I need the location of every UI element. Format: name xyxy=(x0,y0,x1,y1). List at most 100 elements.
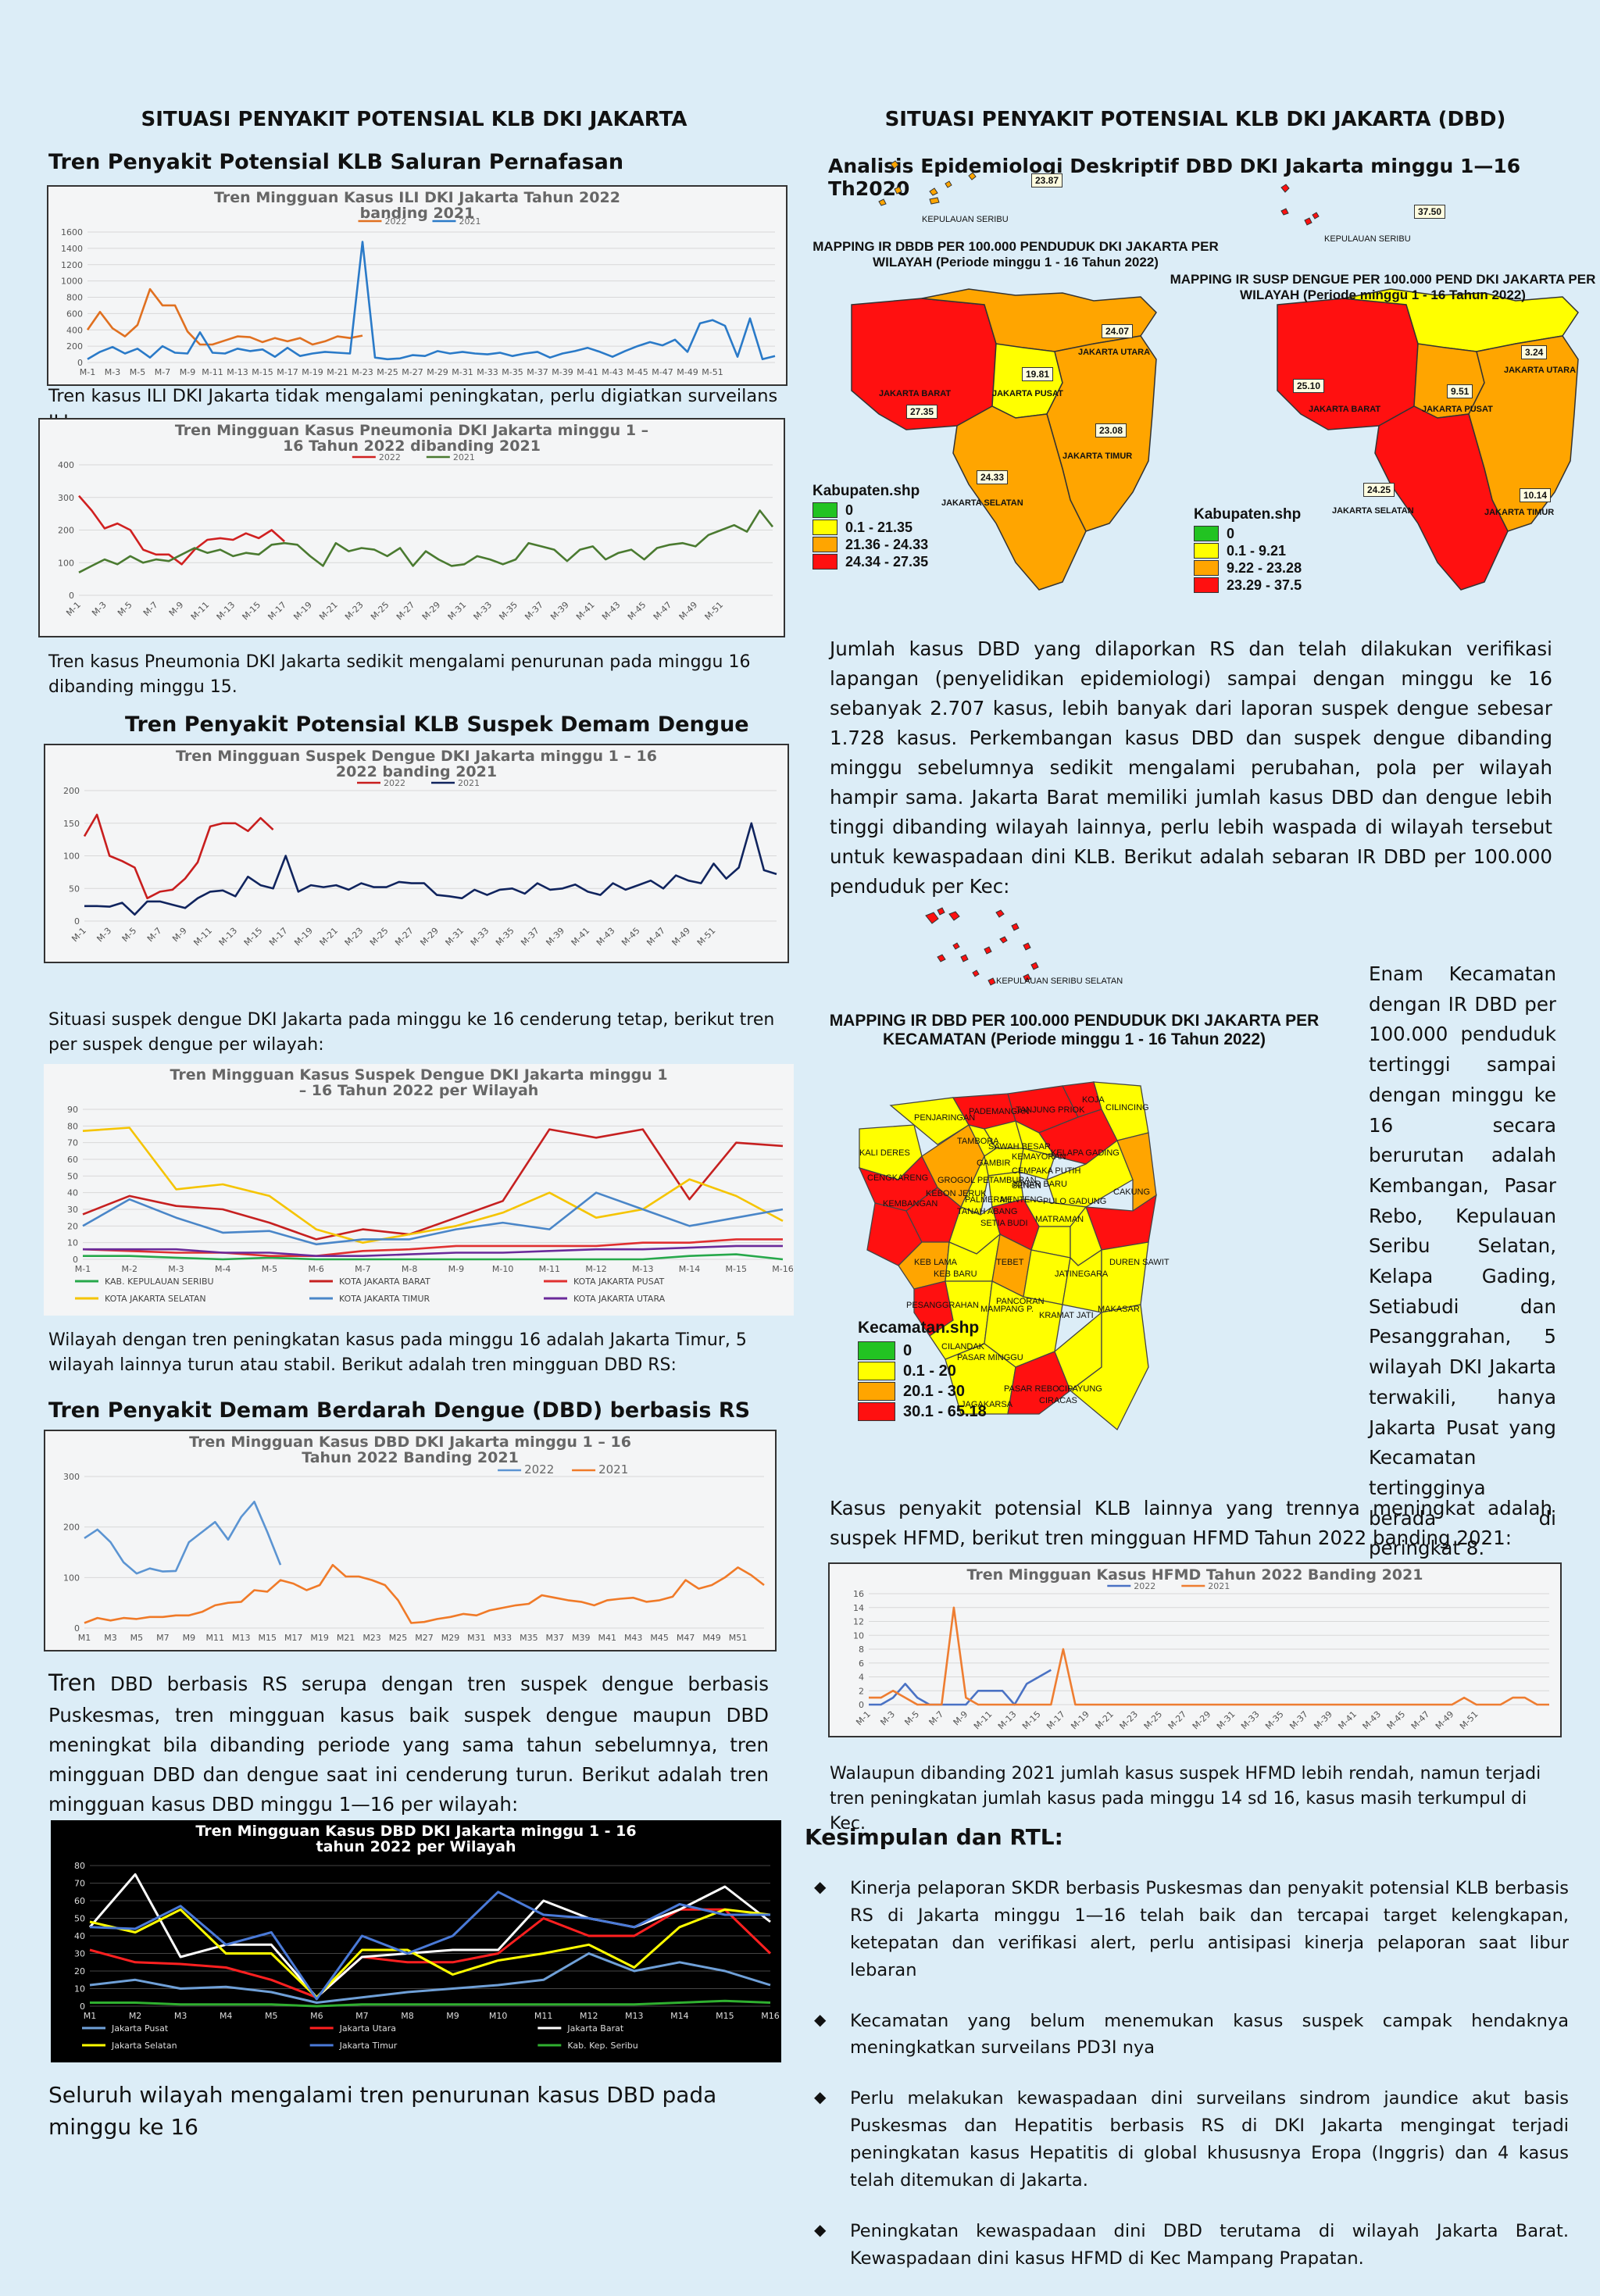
y-tick-label: 40 xyxy=(67,1188,78,1198)
chart-svg: Tren Mingguan Kasus HFMD Tahun 2022 Band… xyxy=(853,1566,1549,1732)
legend-swatch-yellow xyxy=(812,520,838,535)
x-tick-label: M-25 xyxy=(377,367,398,377)
x-tick-label: M23 xyxy=(362,1633,381,1643)
x-tick-label: M-12 xyxy=(585,1264,606,1274)
kecamatan-label: PANCORAN xyxy=(996,1297,1045,1306)
legend-swatch-green xyxy=(1194,526,1219,541)
x-tick-label: M51 xyxy=(729,1633,748,1643)
map1-barat-value: 27.35 xyxy=(906,405,938,419)
y-tick-label: 0 xyxy=(859,1700,864,1710)
legend-label: 2022 xyxy=(384,778,405,788)
series-line xyxy=(78,509,774,573)
kecamatan-label: DUREN SAWIT xyxy=(1109,1258,1170,1267)
y-tick-label: 200 xyxy=(63,1523,80,1533)
kecamatan-label: TAMBORA xyxy=(957,1137,999,1146)
x-tick-label: M-33 xyxy=(469,926,491,948)
map1-timur-value: 23.08 xyxy=(1095,423,1127,437)
x-tick-label: M-49 xyxy=(677,600,700,623)
x-tick-label: M-1 xyxy=(80,367,95,377)
series-line xyxy=(87,241,776,361)
chart-svg: Tren Mingguan Kasus Suspek Dengue DKI Ja… xyxy=(67,1066,794,1304)
map2-pusat-value: 9.51 xyxy=(1447,384,1473,398)
x-tick-label: M-21 xyxy=(318,926,341,948)
x-tick-label: M-17 xyxy=(277,367,298,377)
kecamatan-label: SENEN xyxy=(1012,1181,1041,1191)
x-tick-label: M8 xyxy=(401,2011,414,2021)
x-tick-label: M-19 xyxy=(302,367,323,377)
legend-swatch-orange xyxy=(1194,560,1219,576)
x-tick-label: M19 xyxy=(310,1633,329,1643)
x-tick-label: M-43 xyxy=(1361,1709,1384,1732)
epi-section-title: Analisis Epidemiologi Deskriptif DBD DKI… xyxy=(828,155,1521,200)
series-line xyxy=(90,1999,771,2008)
y-tick-label: 200 xyxy=(58,526,74,536)
x-tick-label: M-13 xyxy=(996,1709,1019,1732)
x-tick-label: M-51 xyxy=(1458,1709,1480,1732)
x-tick-label: M-9 xyxy=(170,926,189,944)
y-tick-label: 50 xyxy=(67,1171,78,1181)
map1-title: MAPPING IR DBDB PER 100.000 PENDUDUK DKI… xyxy=(812,239,1219,270)
series-line xyxy=(82,1191,784,1246)
x-tick-label: M1 xyxy=(84,2011,97,2021)
dbd-wilayah-chart: Tren Mingguan Kasus DBD DKI Jakarta ming… xyxy=(51,1820,781,2062)
x-tick-label: M43 xyxy=(624,1633,643,1643)
chart-svg: Tren Mingguan Suspek Dengue DKI Jakarta … xyxy=(63,748,777,948)
y-tick-label: 400 xyxy=(66,325,83,335)
map1-regions xyxy=(851,288,1157,591)
kecamatan-label: CILANDAK xyxy=(941,1342,985,1352)
map1-islands xyxy=(878,160,977,206)
x-tick-label: M-15 xyxy=(241,600,263,623)
x-tick-label: M-17 xyxy=(267,926,290,948)
x-tick-label: M-21 xyxy=(327,367,348,377)
chart-svg: Tren Mingguan Kasus DBD DKI Jakarta ming… xyxy=(63,1434,765,1643)
x-tick-label: M-10 xyxy=(492,1264,513,1274)
series-line xyxy=(83,1253,784,1261)
y-tick-label: 12 xyxy=(853,1617,864,1627)
x-tick-label: M9 xyxy=(446,2011,459,2021)
x-tick-label: M-5 xyxy=(902,1709,921,1728)
x-tick-label: M-3 xyxy=(90,600,109,619)
map1-legend-3: 24.34 - 27.35 xyxy=(845,553,929,570)
hfmd-note: Walaupun dibanding 2021 jumlah kasus sus… xyxy=(830,1764,1541,1834)
x-tick-label: M15 xyxy=(716,2011,734,2021)
x-tick-label: M-37 xyxy=(519,926,541,948)
x-tick-label: M-21 xyxy=(317,600,340,623)
map2-legend-2: 9.22 - 23.28 xyxy=(1227,559,1302,576)
hfmd-paragraph: Kasus penyakit potensial KLB lainnya yan… xyxy=(830,1497,1552,1549)
x-tick-label: M-15 xyxy=(726,1264,747,1274)
y-tick-label: 20 xyxy=(67,1221,78,1231)
x-tick-label: M-1 xyxy=(70,926,88,944)
pneumonia-chart: Tren Mingguan Kasus Pneumonia DKI Jakart… xyxy=(38,418,785,637)
map2-selatan-name: JAKARTA SELATAN xyxy=(1332,506,1414,516)
dengue-note: Situasi suspek dengue DKI Jakarta pada m… xyxy=(48,1010,775,1055)
x-tick-label: M-33 xyxy=(477,367,498,377)
legend-swatch-yellow xyxy=(858,1362,895,1380)
map2-islands xyxy=(1280,184,1320,226)
kecamatan-label: MAMPANG P. xyxy=(980,1305,1034,1314)
map2-title: MAPPING IR SUSP DENGUE PER 100.000 PEND … xyxy=(1170,272,1596,302)
chart-title-line2: 2022 banding 2021 xyxy=(336,763,497,780)
x-tick-label: M47 xyxy=(677,1633,695,1643)
x-tick-label: M-27 xyxy=(395,600,417,623)
kecamatan-label: PASAR REBO xyxy=(1004,1384,1059,1394)
kecamatan-label: KRAMAT JATI xyxy=(1039,1311,1094,1320)
kecamatan-paragraph: Enam Kecamatan dengan IR DBD per 100.000… xyxy=(1369,962,1556,1560)
x-tick-label: M-41 xyxy=(574,600,597,623)
map2-seribu-label: KEPULAUAN SERIBU xyxy=(1324,234,1411,244)
chart-title: Tren Mingguan Kasus Suspek Dengue DKI Ja… xyxy=(170,1066,667,1084)
x-tick-label: M-51 xyxy=(703,600,726,623)
map3-kecamatan xyxy=(858,1081,1157,1431)
x-tick-label: M-9 xyxy=(180,367,195,377)
x-tick-label: M9 xyxy=(183,1633,196,1643)
legend-swatch-red xyxy=(858,1402,895,1421)
ili-chart: Tren Mingguan Kasus ILI DKI Jakarta Tahu… xyxy=(47,185,788,386)
y-tick-label: 400 xyxy=(58,460,74,470)
y-tick-label: 300 xyxy=(63,1472,80,1482)
x-tick-label: M-9 xyxy=(952,1709,970,1728)
y-tick-label: 1600 xyxy=(61,227,83,237)
kecamatan-label: KEMAYORAN xyxy=(1012,1152,1066,1162)
map1-legend: Kabupaten.shp 0 0.1 - 21.35 21.36 - 24.3… xyxy=(812,483,928,570)
conclusion-title: Kesimpulan dan RTL: xyxy=(805,1824,1063,1850)
series-line xyxy=(78,495,285,566)
x-tick-label: M-29 xyxy=(418,926,441,948)
